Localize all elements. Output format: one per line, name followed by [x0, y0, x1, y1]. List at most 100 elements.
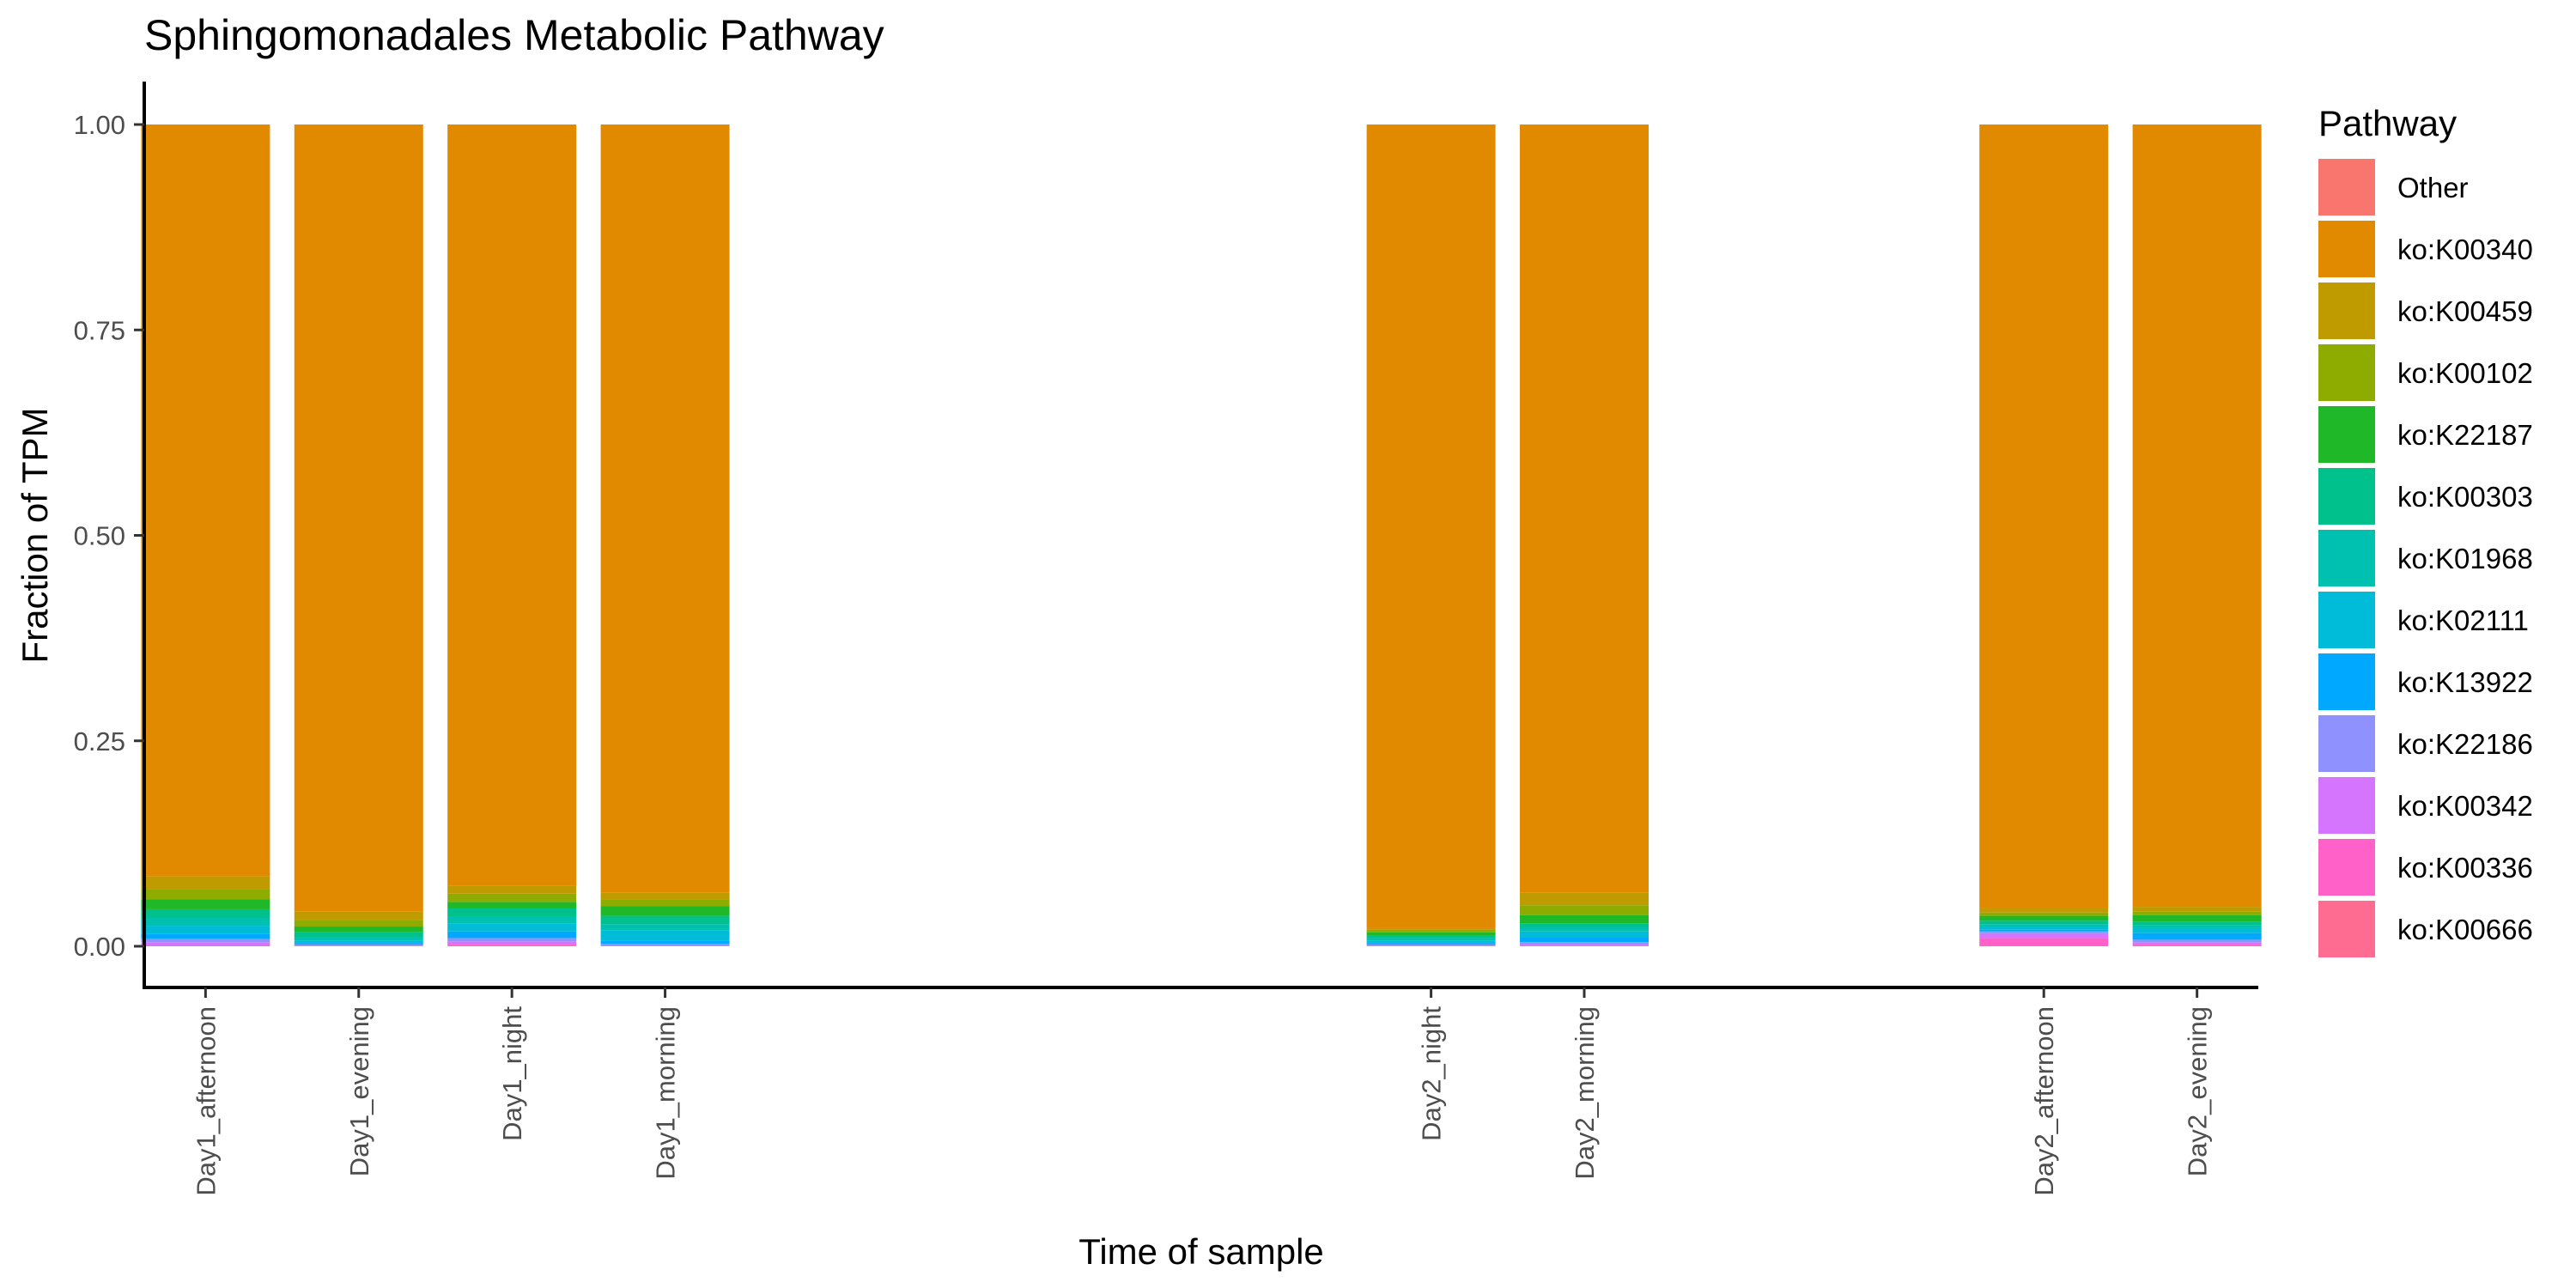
- y-ticks-group: 0.00 0.25 0.50 0.75 1.00: [74, 110, 144, 962]
- bar-segment: [141, 889, 270, 900]
- bar-segment: [600, 906, 730, 916]
- bar-segment: [2132, 945, 2262, 946]
- x-tick-label: Day1_morning: [651, 1006, 681, 1180]
- bar-segment: [1520, 905, 1649, 915]
- bar-segment: [2132, 911, 2262, 915]
- bars-group: [141, 125, 2262, 946]
- legend-label: ko:K22186: [2397, 728, 2533, 760]
- legend-swatch: [2318, 283, 2375, 339]
- bar-segment: [2132, 907, 2262, 912]
- bar-segment: [1366, 927, 1496, 930]
- bar-segment: [1520, 927, 1649, 932]
- bar-segment: [2132, 927, 2262, 933]
- legend-label: ko:K00336: [2397, 852, 2533, 884]
- x-axis-title: Time of sample: [1078, 1231, 1324, 1272]
- bar-segment: [1366, 932, 1496, 936]
- bar-segment: [1366, 938, 1496, 941]
- bar-segment: [1979, 927, 2109, 930]
- legend-swatch: [2318, 406, 2375, 463]
- bar-segment: [141, 926, 270, 934]
- bar-segment: [2132, 914, 2262, 922]
- bar-segment: [600, 125, 730, 893]
- bar-segment: [447, 931, 577, 939]
- y-tick-label: 0.00: [74, 932, 125, 962]
- legend-label: ko:K00303: [2397, 481, 2533, 513]
- bar-segment: [294, 937, 423, 941]
- bar-segment: [447, 923, 577, 932]
- y-axis-title: Fraction of TPM: [15, 408, 55, 664]
- bar-segment: [1520, 125, 1649, 893]
- bar-segment: [600, 930, 730, 941]
- bar-segment: [1520, 945, 1649, 946]
- bar-segment: [294, 927, 423, 933]
- bar-segment: [141, 917, 270, 927]
- bar-segment: [2132, 921, 2262, 926]
- bar-segment: [2132, 125, 2262, 908]
- bar-segment: [600, 915, 730, 925]
- legend: Pathway Other ko:K00340 ko:K00459 ko:K00102…: [2318, 103, 2533, 957]
- bar-segment: [1520, 914, 1649, 924]
- y-tick-label: 0.25: [74, 726, 125, 756]
- legend-label: ko:K00459: [2397, 295, 2533, 327]
- bar-segment: [1366, 943, 1496, 945]
- bar-segment: [1366, 945, 1496, 946]
- bar-segment: [1979, 125, 2109, 908]
- bar-segment: [1979, 933, 2109, 939]
- bar-segment: [1520, 931, 1649, 938]
- bar-segment: [447, 885, 577, 894]
- bar-segment: [1520, 923, 1649, 927]
- x-tick-label: Day1_night: [497, 1006, 527, 1141]
- bar-segment: [294, 940, 423, 944]
- bar-segment: [141, 908, 270, 918]
- bar-segment: [1979, 920, 2109, 925]
- legend-label: ko:K13922: [2397, 666, 2533, 698]
- legend-swatch: [2318, 344, 2375, 401]
- legend-swatch: [2318, 901, 2375, 957]
- legend-swatch: [2318, 159, 2375, 216]
- x-tick-label: Day2_afternoon: [2029, 1006, 2059, 1196]
- legend-label: Other: [2397, 172, 2469, 204]
- bar-segment: [294, 125, 423, 912]
- y-tick-label: 0.50: [74, 521, 125, 551]
- legend-title: Pathway: [2318, 103, 2457, 143]
- x-tick-label: Day1_evening: [344, 1006, 374, 1176]
- bar-segment: [1979, 929, 2109, 932]
- bar-segment: [294, 943, 423, 945]
- bar-segment: [447, 908, 577, 917]
- bar-segment: [294, 945, 423, 946]
- legend-swatch: [2318, 592, 2375, 648]
- bar-segment: [1520, 892, 1649, 906]
- bar-segment: [447, 893, 577, 902]
- bar-segment: [141, 899, 270, 909]
- bar-segment: [447, 938, 577, 942]
- bar-segment: [1979, 924, 2109, 927]
- legend-swatch: [2318, 653, 2375, 710]
- bar-segment: [1520, 942, 1649, 945]
- bar-segment: [1979, 938, 2109, 946]
- bar-segment: [447, 941, 577, 945]
- x-tick-label: Day2_evening: [2183, 1006, 2213, 1176]
- legend-label: ko:K00666: [2397, 914, 2533, 945]
- legend-label: ko:K00340: [2397, 234, 2533, 265]
- bar-segment: [2132, 933, 2262, 940]
- legend-label: ko:K00102: [2397, 357, 2533, 389]
- bar-segment: [2132, 925, 2262, 928]
- legend-swatch: [2318, 715, 2375, 772]
- bar-segment: [2132, 939, 2262, 943]
- bar-segment: [600, 944, 730, 946]
- bar-segment: [294, 911, 423, 920]
- legend-swatch: [2318, 839, 2375, 896]
- legend-swatch: [2318, 530, 2375, 586]
- bar-segment: [294, 920, 423, 927]
- bar-segment: [1979, 908, 2109, 913]
- bar-segment: [600, 892, 730, 900]
- legend-swatch: [2318, 777, 2375, 834]
- bar-segment: [141, 876, 270, 890]
- legend-label: ko:K00342: [2397, 790, 2533, 822]
- x-tick-label: Day2_night: [1417, 1006, 1447, 1141]
- legend-swatch: [2318, 221, 2375, 277]
- bar-segment: [447, 125, 577, 886]
- bar-segment: [600, 945, 730, 946]
- bar-segment: [1366, 929, 1496, 933]
- bar-segment: [2132, 942, 2262, 945]
